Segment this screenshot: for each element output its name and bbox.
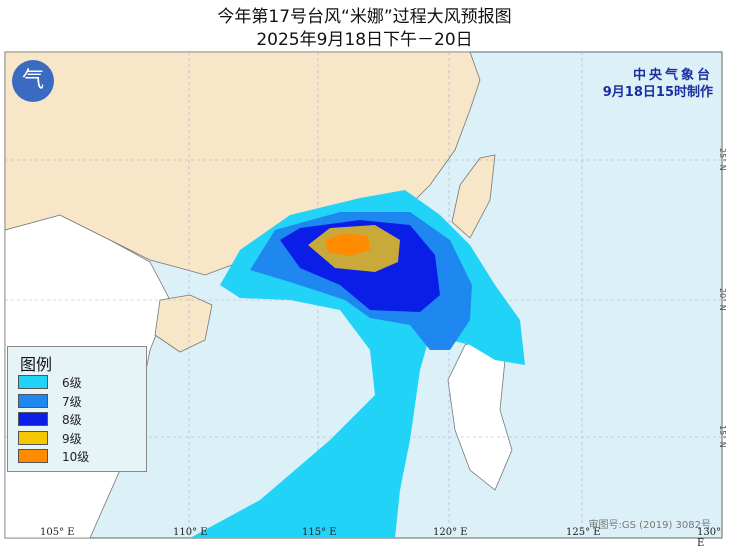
legend-label: 9级 <box>62 431 82 446</box>
legend-label: 6级 <box>62 375 82 390</box>
legend-swatch <box>18 431 48 445</box>
wind-zone-10 <box>325 233 370 256</box>
lat-label: 20° N <box>718 288 727 311</box>
legend-title: 图例 <box>20 355 53 374</box>
map-review-number: 审图号:GS (2019) 3082号 <box>588 520 711 531</box>
lon-label: 130° E <box>697 527 722 549</box>
legend-item: 8级 <box>18 412 82 427</box>
taiwan-island <box>451 154 496 239</box>
legend-swatch <box>18 394 48 408</box>
legend-item: 10级 <box>18 449 90 464</box>
legend-swatch <box>18 449 48 463</box>
cma-logo-icon: 气 <box>12 60 54 102</box>
lon-label: 105° E <box>40 527 75 538</box>
lon-label: 115° E <box>302 527 337 538</box>
legend-label: 8级 <box>62 412 82 427</box>
agency-name: 中央气象台 <box>632 68 713 83</box>
map-subtitle: 2025年9月18日下午－20日 <box>256 30 473 50</box>
map-title: 今年第17号台风“米娜”过程大风预报图 <box>217 7 512 27</box>
lat-label: 25° N <box>718 148 727 171</box>
hainan-island <box>154 294 213 353</box>
legend-item: 9级 <box>18 431 82 446</box>
legend-label: 7级 <box>62 394 82 409</box>
legend-swatch <box>18 412 48 426</box>
legend-item: 7级 <box>18 394 82 409</box>
lat-label: 15° N <box>718 425 727 448</box>
legend: 图例 6级 7级 8级 9级 10级 <box>7 346 147 472</box>
lon-label: 120° E <box>433 527 468 538</box>
issue-time: 9月18日15时制作 <box>602 85 713 100</box>
lon-label: 110° E <box>173 527 208 538</box>
legend-item: 6级 <box>18 375 82 390</box>
lon-label: 125° E <box>566 527 601 538</box>
legend-swatch <box>18 375 48 389</box>
legend-label: 10级 <box>62 449 90 464</box>
